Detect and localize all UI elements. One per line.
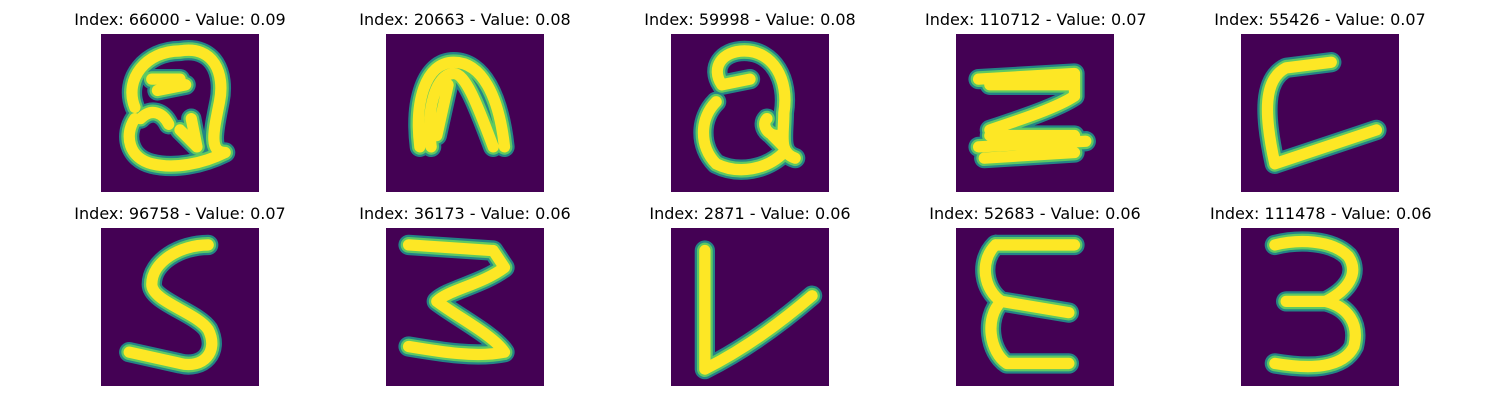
glyph-stroke-3 xyxy=(972,67,1092,164)
glyph-image xyxy=(386,34,544,192)
glyph-image xyxy=(101,34,259,192)
panel-title: Index: 111478 - Value: 0.06 xyxy=(1210,204,1432,223)
panel-title: Index: 52683 - Value: 0.06 xyxy=(929,204,1141,223)
glyph-stroke-3 xyxy=(699,244,818,375)
panel-title: Index: 2871 - Value: 0.06 xyxy=(649,204,851,223)
image-panel-3: Index: 59998 - Value: 0.08 xyxy=(640,0,860,192)
image-panel-9: Index: 52683 - Value: 0.06 xyxy=(925,194,1145,386)
image-panel-8: Index: 2871 - Value: 0.06 xyxy=(640,194,860,386)
image-panel-1: Index: 66000 - Value: 0.09 xyxy=(70,0,290,192)
glyph-stroke-3 xyxy=(402,239,511,361)
panel-title: Index: 36173 - Value: 0.06 xyxy=(359,204,571,223)
panel-title: Index: 55426 - Value: 0.07 xyxy=(1214,10,1426,29)
glyph-stroke-3 xyxy=(123,44,231,172)
glyph-image xyxy=(101,228,259,386)
panel-title: Index: 110712 - Value: 0.07 xyxy=(925,10,1147,29)
image-panel-4: Index: 110712 - Value: 0.07 xyxy=(925,0,1147,192)
glyph-image xyxy=(671,34,829,192)
panel-title: Index: 59998 - Value: 0.08 xyxy=(644,10,856,29)
image-panel-2: Index: 20663 - Value: 0.08 xyxy=(355,0,575,192)
glyph-image xyxy=(956,34,1114,192)
glyph-stroke-3 xyxy=(979,239,1081,370)
panel-title: Index: 96758 - Value: 0.07 xyxy=(74,204,286,223)
glyph-image xyxy=(956,228,1114,386)
glyph-stroke-3 xyxy=(412,56,511,153)
glyph-stroke-3 xyxy=(1269,235,1361,373)
image-panel-10: Index: 111478 - Value: 0.06 xyxy=(1210,194,1432,386)
glyph-image xyxy=(671,228,829,386)
glyph-image xyxy=(1241,228,1399,386)
image-panel-7: Index: 36173 - Value: 0.06 xyxy=(355,194,575,386)
glyph-image xyxy=(1241,34,1399,192)
glyph-stroke-3 xyxy=(1261,56,1383,170)
glyph-stroke-3 xyxy=(697,45,801,176)
image-panel-6: Index: 96758 - Value: 0.07 xyxy=(70,194,290,386)
panel-title: Index: 20663 - Value: 0.08 xyxy=(359,10,571,29)
image-panel-5: Index: 55426 - Value: 0.07 xyxy=(1210,0,1430,192)
panel-title: Index: 66000 - Value: 0.09 xyxy=(74,10,286,29)
glyph-image xyxy=(386,228,544,386)
glyph-stroke-3 xyxy=(123,239,218,371)
